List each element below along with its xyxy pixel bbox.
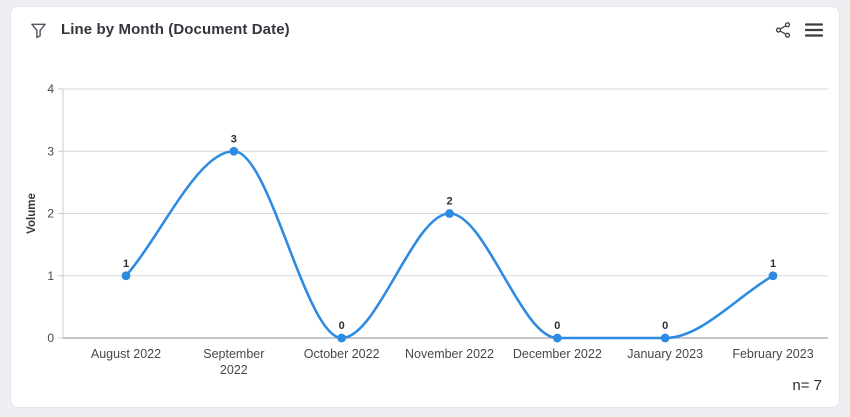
chart-title: Line by Month (Document Date) — [61, 21, 290, 38]
y-tick-label: 4 — [47, 82, 54, 96]
widget-header: Line by Month (Document Date) — [11, 7, 839, 55]
share-network-icon — [775, 22, 791, 38]
y-tick-label: 0 — [47, 331, 54, 345]
hamburger-icon — [804, 22, 824, 37]
data-point-label: 0 — [339, 320, 345, 332]
x-axis-label: January 2023 — [627, 347, 703, 361]
data-point[interactable] — [229, 146, 239, 156]
data-point[interactable] — [660, 333, 670, 343]
x-axis-label: August 2022 — [91, 347, 161, 361]
x-axis-label: February 2023 — [732, 347, 813, 361]
y-axis-title: Volume — [26, 193, 38, 234]
data-point-label: 0 — [662, 320, 668, 332]
x-axis-label: October 2022 — [304, 347, 380, 361]
data-point-label: 3 — [231, 133, 237, 145]
x-axis-label: September 2022 — [203, 347, 264, 377]
line-chart[interactable]: 0 1 2 3 4 Volume August 2022 September 2022 Octob… — [11, 7, 841, 409]
chart-area: 0 1 2 3 4 Volume August 2022 September 2022 Octob… — [11, 7, 841, 409]
y-tick-label: 2 — [47, 207, 54, 221]
sample-size-label: n= 7 — [792, 377, 822, 394]
y-tick-label: 1 — [47, 269, 54, 283]
filter-icon[interactable] — [28, 21, 48, 41]
data-point[interactable] — [337, 333, 347, 343]
funnel-icon — [30, 23, 46, 39]
data-point-label: 2 — [446, 196, 452, 208]
chart-widget-card: Line by Month (Document Date) 0 1 2 3 4 Volum… — [10, 6, 840, 408]
share-icon[interactable] — [773, 21, 793, 41]
data-point[interactable] — [445, 209, 454, 218]
data-point[interactable] — [768, 271, 778, 281]
x-axis-label: December 2022 — [513, 347, 602, 361]
menu-icon[interactable] — [804, 21, 824, 41]
data-point-label: 1 — [123, 258, 129, 270]
data-point-label: 1 — [770, 258, 776, 270]
line-series — [124, 149, 775, 340]
y-tick-label: 3 — [47, 144, 54, 158]
x-axis-label: November 2022 — [405, 347, 494, 361]
data-point-label: 0 — [554, 320, 560, 332]
data-point[interactable] — [121, 271, 131, 281]
data-point[interactable] — [552, 333, 562, 343]
